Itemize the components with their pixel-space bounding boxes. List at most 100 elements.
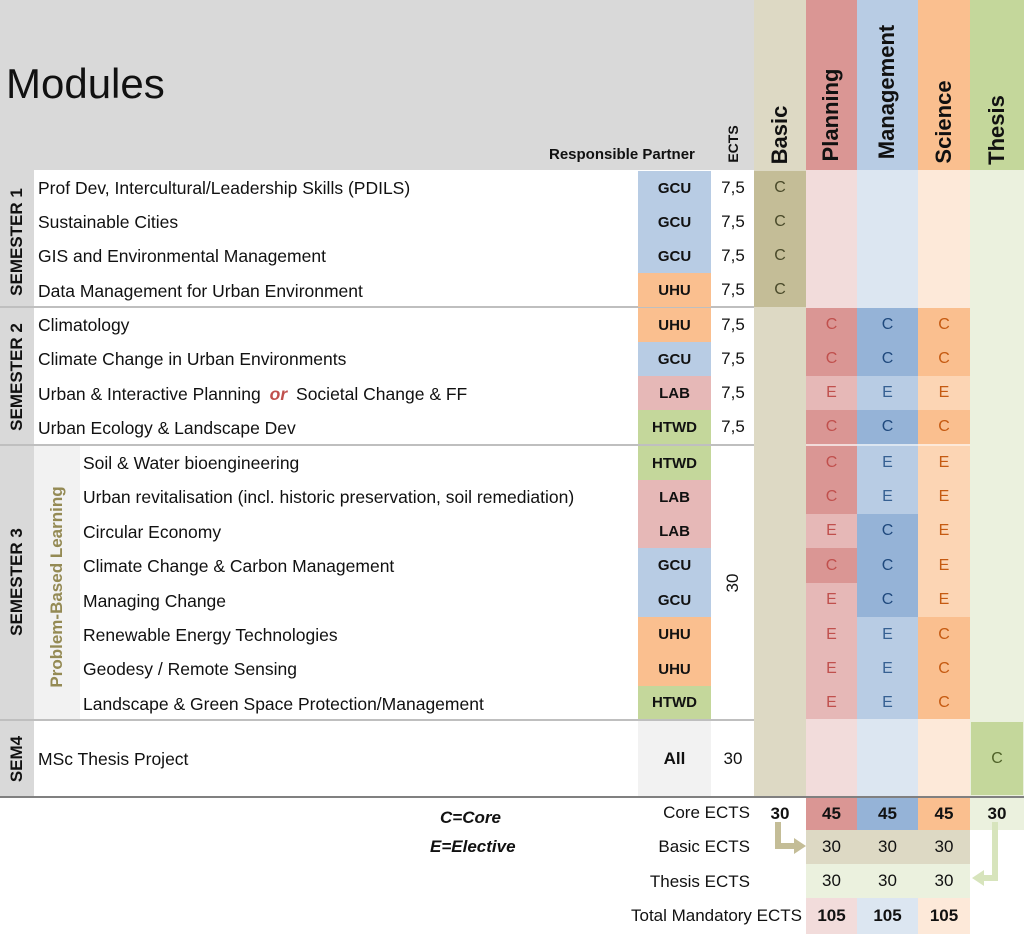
track-header-basic: Basic — [767, 105, 792, 165]
planning-cell: E — [806, 583, 857, 617]
science-cell: C — [918, 652, 970, 686]
total-ects-label: Total Mandatory ECTS — [630, 906, 802, 925]
legend-core: C=Core — [440, 808, 501, 827]
science-cell: E — [918, 583, 970, 617]
partner-badge: UHU — [638, 308, 711, 342]
ects-value: 7,5 — [721, 315, 745, 334]
thesis-header — [970, 0, 1024, 170]
management-cell: C — [857, 583, 918, 617]
or-conjunction: or — [269, 384, 288, 404]
science-cell: E — [918, 480, 970, 514]
partner-badge: HTWD — [638, 686, 711, 719]
core-ects-label: Core ECTS — [663, 803, 750, 822]
management-cell: E — [857, 686, 918, 719]
module-name: Urban & Interactive Planning or Societal… — [38, 384, 467, 405]
semester-label: SEMESTER 1 — [7, 188, 26, 296]
module-name: Soil & Water bioengineering — [83, 453, 300, 473]
planning-cell: E — [806, 617, 857, 652]
partner-badge: GCU — [638, 548, 711, 583]
core-ects-planning: 45 — [806, 798, 857, 830]
science-cell: C — [918, 686, 970, 719]
module-name: Sustainable Cities — [38, 212, 179, 232]
planning-cell: E — [806, 376, 857, 410]
planning-header — [806, 0, 857, 170]
thesis-ects-management: 30 — [857, 864, 918, 898]
thesis-column — [970, 170, 1024, 797]
basic-cell: C — [754, 171, 806, 205]
basic-ects-management: 30 — [857, 830, 918, 864]
ects-value: 7,5 — [721, 246, 745, 265]
thesis-ects-label: Thesis ECTS — [649, 872, 750, 891]
planning-cell: E — [806, 652, 857, 686]
ects-value: 7,5 — [721, 212, 745, 231]
planning-cell: E — [806, 686, 857, 719]
module-name: Circular Economy — [83, 522, 222, 542]
module-name: Managing Change — [83, 591, 227, 611]
basic-ects-label: Basic ECTS — [658, 837, 750, 856]
basic-cell: C — [754, 205, 806, 239]
partner-badge: LAB — [638, 480, 711, 514]
science-cell: E — [918, 376, 970, 410]
partner-badge: GCU — [638, 342, 711, 376]
module-name-part: Societal Change & FF — [296, 384, 468, 404]
module-name: Geodesy / Remote Sensing — [83, 659, 298, 679]
pbl-label: Problem-Based Learning — [47, 486, 66, 688]
basic-ects-science: 30 — [918, 830, 970, 864]
partner-badge: GCU — [638, 583, 711, 617]
sem-divider — [0, 719, 754, 721]
management-cell: E — [857, 617, 918, 652]
module-name: Climatology — [38, 315, 130, 335]
planning-cell: C — [806, 548, 857, 583]
core-ects-science: 45 — [918, 798, 970, 830]
thesis-ects-planning: 30 — [806, 864, 857, 898]
management-cell: E — [857, 652, 918, 686]
partner-badge: GCU — [638, 239, 711, 273]
management-cell: C — [857, 410, 918, 444]
basic-arrow-icon — [775, 822, 806, 854]
module-name: Landscape & Green Space Protection/Manag… — [83, 694, 484, 714]
management-cell: C — [857, 308, 918, 342]
page-title: Modules — [6, 60, 165, 107]
management-cell: C — [857, 342, 918, 376]
semester-column — [0, 170, 34, 797]
science-cell: C — [918, 410, 970, 444]
planning-cell: C — [806, 308, 857, 342]
legend-elective: E=Elective — [430, 837, 516, 856]
science-cell: C — [918, 342, 970, 376]
ects-value: 7,5 — [721, 383, 745, 402]
science-cell: E — [918, 446, 970, 480]
module-name: Prof Dev, Intercultural/Leadership Skill… — [38, 178, 411, 198]
partner-badge: HTWD — [638, 410, 711, 444]
ects-value: 7,5 — [721, 417, 745, 436]
planning-cell: C — [806, 342, 857, 376]
module-name: MSc Thesis Project — [38, 749, 189, 769]
thesis-ects-science: 30 — [918, 864, 970, 898]
module-name: Data Management for Urban Environment — [38, 281, 363, 301]
ects-value: 7,5 — [721, 349, 745, 368]
partner-badge: UHU — [638, 617, 711, 652]
semester-label: SEMESTER 2 — [7, 323, 26, 431]
total-ects-management: 105 — [857, 898, 918, 934]
management-header — [857, 0, 918, 170]
partner-badge: LAB — [638, 514, 711, 548]
thesis-arrow-icon — [972, 822, 998, 886]
total-ects-planning: 105 — [806, 898, 857, 934]
partner-badge: All — [638, 721, 711, 796]
module-name-part: Urban & Interactive Planning — [38, 384, 261, 404]
management-cell: E — [857, 376, 918, 410]
module-name: GIS and Environmental Management — [38, 246, 326, 266]
science-header — [918, 0, 970, 170]
basic-ects-planning: 30 — [806, 830, 857, 864]
header-background — [0, 0, 754, 170]
ects-header: ECTS — [725, 125, 741, 163]
sem-divider — [0, 444, 754, 446]
ects-value: 7,5 — [721, 280, 745, 299]
thesis-cell: C — [971, 722, 1023, 795]
core-ects-basic: 30 — [770, 804, 790, 823]
partner-badge: GCU — [638, 205, 711, 239]
management-cell: C — [857, 514, 918, 548]
module-name: Urban revitalisation (incl. historic pre… — [83, 487, 575, 507]
responsible-partner-label: Responsible Partner — [549, 146, 695, 163]
partner-badge: GCU — [638, 171, 711, 205]
partner-badge: UHU — [638, 652, 711, 686]
